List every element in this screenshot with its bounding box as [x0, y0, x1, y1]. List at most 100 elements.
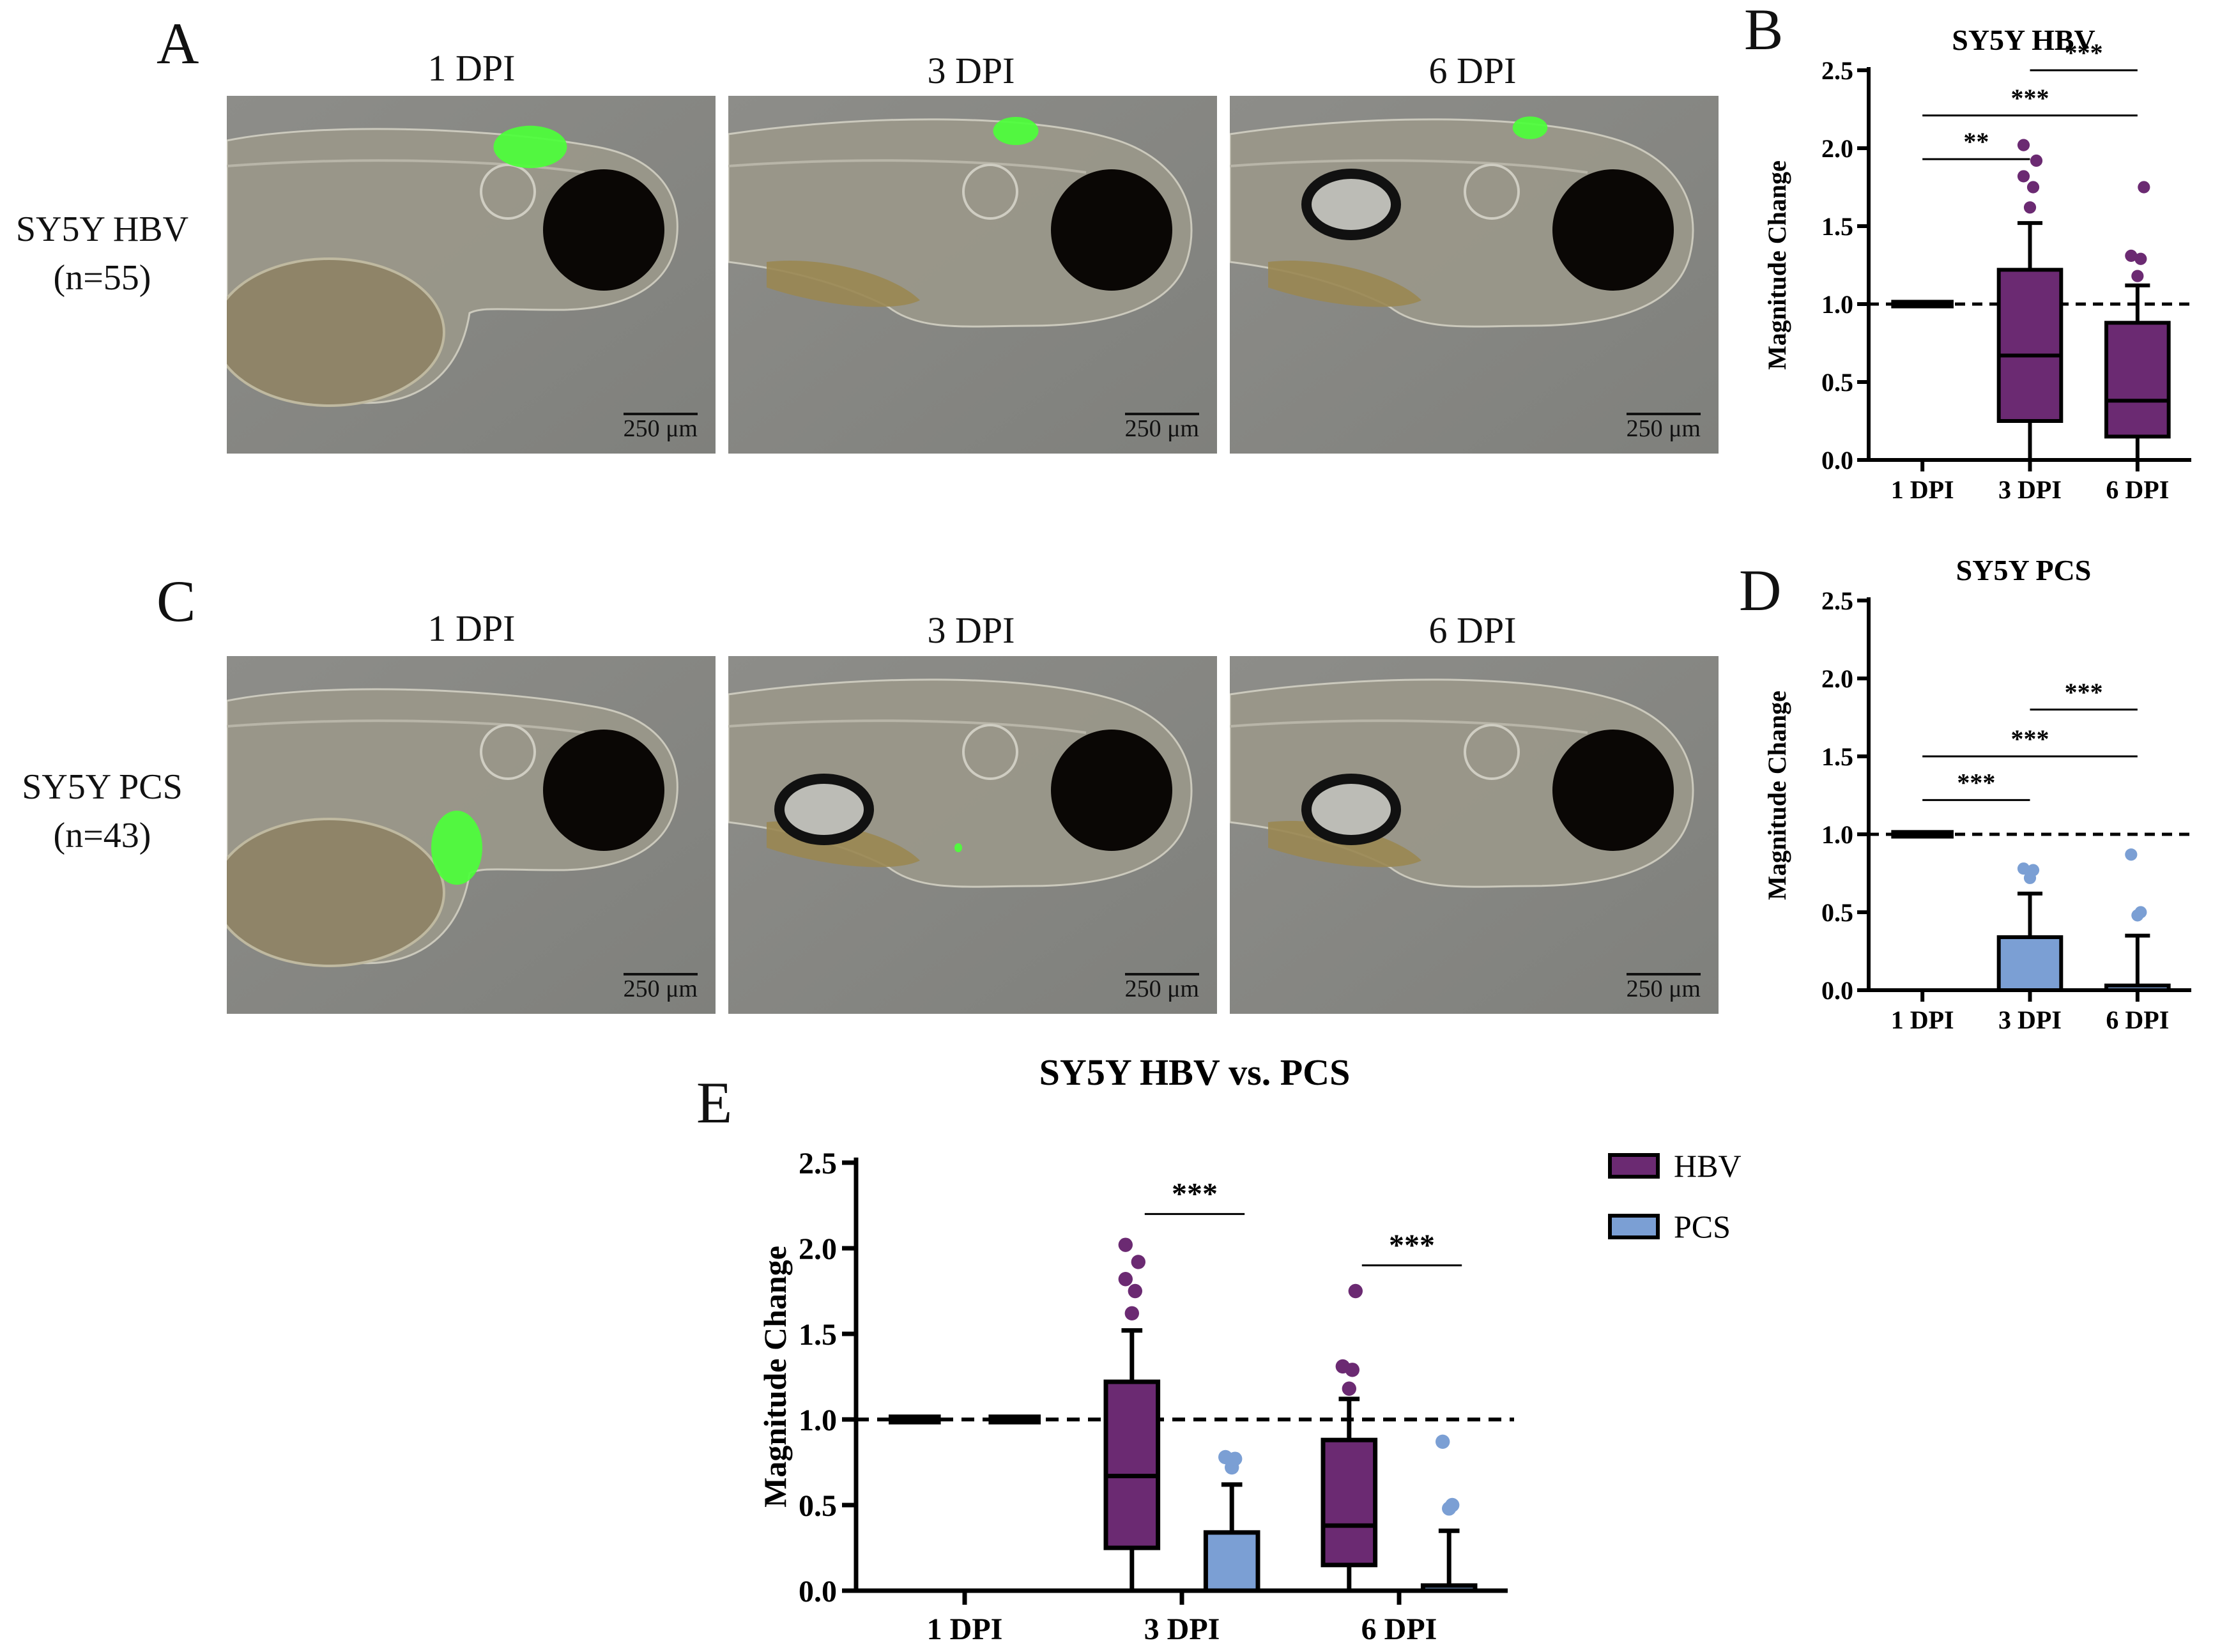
fluorescent-tumor	[954, 843, 962, 852]
significance-label: ***	[1957, 768, 1995, 797]
larva-body-group	[1230, 656, 1719, 1014]
chart-b: SY5Y HBV Magnitude Change 0.0 0.5 1.0 1.5 2.0 2…	[1763, 24, 2194, 504]
larva-illustration	[227, 96, 716, 454]
x-tick-label: 3 DPI	[1144, 1612, 1220, 1646]
otic-vesicle	[962, 164, 1018, 220]
y-axis-label: Magnitude Change	[1763, 160, 1791, 370]
y-tick-label: 1.5	[799, 1318, 837, 1352]
fluorescent-tumor	[1512, 116, 1548, 139]
legend-swatch	[1608, 1153, 1660, 1179]
otic-vesicle	[1464, 724, 1520, 780]
x-tick-label: 6 DPI	[2106, 475, 2169, 504]
gut-region	[1268, 261, 1421, 307]
row-label-pcs-name: SY5Y PCS	[22, 767, 183, 807]
column-label-6dpi-top: 6 DPI	[1428, 50, 1517, 91]
y-tick-label: 0.0	[1821, 446, 1853, 475]
larva-illustration	[1230, 96, 1719, 454]
column-label-3dpi-top: 3 DPI	[927, 50, 1015, 91]
box	[1996, 268, 2064, 423]
notochord-line	[728, 719, 1087, 734]
box-element	[2104, 181, 2171, 460]
y-tick-label: 0.0	[1821, 976, 1853, 1005]
outlier-point	[1445, 1497, 1460, 1513]
larva-illustration	[227, 656, 716, 1014]
y-tick-label: 2.0	[1821, 664, 1853, 693]
outlier-point	[2023, 201, 2037, 214]
y-tick-label: 2.0	[799, 1232, 837, 1266]
row-label-pcs: SY5Y PCS (n=43)	[0, 763, 204, 860]
outlier-point	[1128, 1283, 1142, 1299]
outlier-point	[2138, 181, 2150, 194]
otic-vesicle	[1464, 164, 1520, 220]
y-tick-label: 2.5	[1821, 586, 1853, 615]
larva-body-group	[728, 96, 1217, 454]
box-element	[1203, 1449, 1260, 1593]
outlier-point	[2030, 154, 2043, 167]
fluorescent-tumor	[431, 811, 482, 885]
outlier-point	[2026, 864, 2040, 876]
panel-letter-d: D	[1739, 558, 1782, 623]
notochord-line	[227, 719, 585, 734]
significance-label: ***	[1389, 1228, 1435, 1262]
chart-e: SY5Y HBV vs. PCS Magnitude Change 0.0 0.5 1.…	[757, 1052, 1742, 1646]
outlier-point	[2134, 906, 2147, 919]
notochord-line	[1230, 719, 1588, 734]
box-element	[1996, 862, 2064, 992]
outlier-point	[1118, 1272, 1133, 1287]
notochord-line	[227, 159, 585, 174]
chart-d: SY5Y PCS Magnitude Change 0.0 0.5 1.0 1.5 2.0 2…	[1763, 554, 2194, 1034]
notochord-line	[1230, 159, 1588, 174]
panel-letter-b: B	[1744, 0, 1784, 62]
y-tick-label: 2.0	[1821, 134, 1853, 163]
significance-label: ***	[2011, 724, 2049, 753]
scale-bar: 250 μm	[1626, 973, 1701, 1001]
y-tick-label: 1.0	[1821, 290, 1853, 319]
outlier-point	[1348, 1283, 1363, 1299]
outlier-point	[2017, 139, 2030, 151]
outlier-point	[1335, 1359, 1350, 1374]
outlier-point	[1118, 1237, 1133, 1252]
y-tick-label: 1.5	[1821, 742, 1853, 771]
legend-label: HBV	[1674, 1148, 1742, 1184]
otic-vesicle	[962, 724, 1018, 780]
microscopy-image: 250 μm	[1230, 96, 1719, 454]
x-tick-label: 1 DPI	[1891, 1006, 1954, 1034]
larva-body-group	[227, 96, 716, 454]
larva-body-group	[227, 656, 716, 1014]
microscopy-image: 250 μm	[728, 96, 1217, 454]
outlier-point	[2125, 848, 2138, 861]
outlier-point	[2134, 252, 2147, 265]
y-tick-label: 1.0	[1821, 820, 1853, 849]
scale-bar: 250 μm	[1124, 973, 1199, 1001]
significance-label: ***	[2065, 38, 2103, 67]
microscopy-image: 250 μm	[227, 96, 716, 454]
eye	[543, 730, 664, 851]
column-label-1dpi-bottom: 1 DPI	[427, 608, 516, 649]
box-element	[1996, 139, 2064, 460]
significance-label: **	[1963, 127, 1989, 156]
panel-letter-e: E	[696, 1070, 733, 1135]
y-tick-label: 0.0	[799, 1575, 837, 1609]
fluorescent-tumor	[493, 125, 567, 169]
outlier-point	[1218, 1449, 1233, 1465]
row-label-pcs-n: (n=43)	[53, 815, 151, 855]
chart-title: SY5Y HBV vs. PCS	[1039, 1052, 1351, 1093]
box	[1996, 935, 2064, 992]
column-label-3dpi-bottom: 3 DPI	[927, 609, 1015, 651]
row-label-hbv-n: (n=55)	[53, 257, 151, 298]
larva-illustration	[1230, 656, 1719, 1014]
panel-letter-c: C	[157, 569, 196, 634]
legend-swatch	[1608, 1214, 1660, 1239]
otic-vesicle	[480, 724, 536, 780]
y-tick-label: 2.5	[1821, 56, 1853, 85]
box-element	[1321, 1283, 1378, 1591]
significance-label: ***	[1172, 1177, 1218, 1211]
swim-bladder	[1301, 169, 1401, 240]
outlier-point	[1124, 1306, 1139, 1321]
y-axis-label: Magnitude Change	[757, 1246, 793, 1508]
eye	[543, 169, 664, 291]
microscopy-image: 250 μm	[1230, 656, 1719, 1014]
yolk-sac	[227, 257, 445, 407]
microscopy-image: 250 μm	[227, 656, 716, 1014]
larva-illustration	[728, 656, 1217, 1014]
